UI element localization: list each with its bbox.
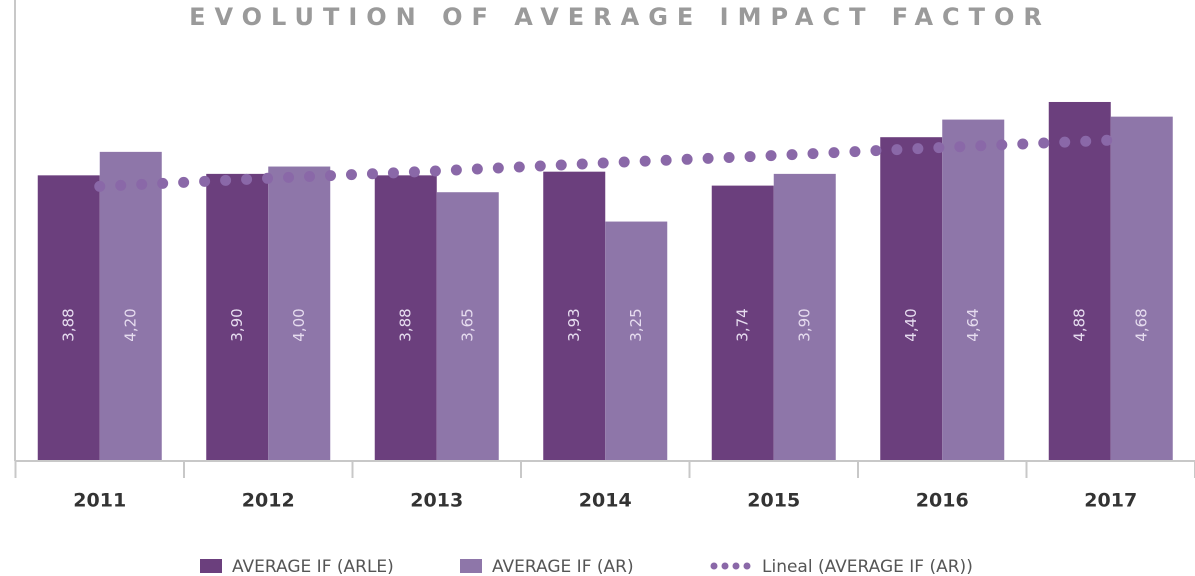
bar — [268, 166, 331, 461]
bar — [1048, 101, 1111, 461]
value-label: 3,90 — [795, 308, 813, 341]
bar — [773, 173, 836, 460]
legend-item: AVERAGE IF (ARLE) — [200, 557, 394, 576]
trend-line — [94, 134, 1117, 192]
x-tick-label: 2013 — [410, 490, 463, 512]
x-tick-label: 2012 — [242, 490, 295, 512]
bar — [206, 173, 269, 460]
x-tick-label: 2017 — [1084, 490, 1137, 512]
value-label: 4,40 — [902, 308, 920, 341]
legend-label: Lineal (AVERAGE IF (AR)) — [762, 557, 973, 576]
bar — [543, 171, 606, 461]
x-tick-label: 2014 — [579, 490, 632, 512]
legend-label: AVERAGE IF (ARLE) — [232, 557, 394, 576]
value-label: 3,74 — [733, 308, 751, 341]
bar — [711, 185, 774, 461]
legend-swatch — [460, 559, 482, 573]
bar — [605, 221, 668, 460]
value-label: 3,90 — [228, 308, 246, 341]
legend-swatch — [200, 559, 222, 573]
value-label: 3,93 — [565, 308, 583, 341]
value-label: 4,68 — [1132, 308, 1150, 341]
legend-label: AVERAGE IF (AR) — [492, 557, 634, 576]
value-label: 3,65 — [458, 308, 476, 341]
x-tick-label: 2015 — [747, 490, 800, 512]
x-tick-label: 2016 — [916, 490, 969, 512]
legend-item: AVERAGE IF (AR) — [460, 557, 634, 576]
value-label: 4,00 — [290, 308, 308, 341]
value-label: 4,88 — [1070, 308, 1088, 341]
value-label: 4,64 — [964, 308, 982, 341]
value-label: 3,88 — [59, 308, 77, 341]
bar — [436, 192, 499, 460]
bar — [99, 151, 162, 460]
legend-item: Lineal (AVERAGE IF (AR)) — [710, 557, 973, 576]
bar — [880, 137, 943, 460]
bar — [37, 175, 100, 460]
value-label: 3,88 — [396, 308, 414, 341]
chart-title: EVOLUTION OF AVERAGE IMPACT FACTOR — [189, 3, 1051, 31]
bar — [1110, 116, 1173, 460]
value-label: 3,25 — [627, 308, 645, 341]
x-tick-label: 2011 — [73, 490, 126, 512]
value-label: 4,20 — [121, 308, 139, 341]
bar — [942, 119, 1005, 460]
bar — [374, 175, 437, 460]
